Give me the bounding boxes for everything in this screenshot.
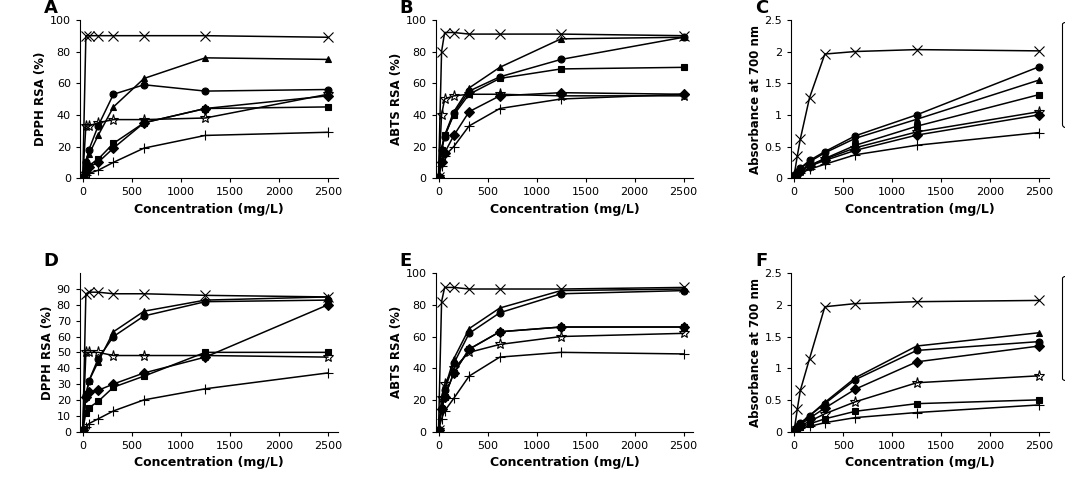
X-axis label: Concentration (mg/L): Concentration (mg/L) xyxy=(134,456,283,469)
X-axis label: Concentration (mg/L): Concentration (mg/L) xyxy=(490,203,639,216)
Y-axis label: DPPH RSA (%): DPPH RSA (%) xyxy=(34,52,47,146)
Y-axis label: ABTS RSA (%): ABTS RSA (%) xyxy=(390,306,403,398)
Y-axis label: ABTS RSA (%): ABTS RSA (%) xyxy=(390,53,403,145)
X-axis label: Concentration (mg/L): Concentration (mg/L) xyxy=(490,456,639,469)
Text: E: E xyxy=(399,252,412,270)
Y-axis label: Absorbance at 700 nm: Absorbance at 700 nm xyxy=(749,24,761,174)
Legend: Vc, IL, ID, IP, IC, ICV, LJ: Vc, IL, ID, IP, IC, ICV, LJ xyxy=(1062,276,1065,380)
X-axis label: Concentration (mg/L): Concentration (mg/L) xyxy=(846,203,995,216)
Y-axis label: DPPH RSA (%): DPPH RSA (%) xyxy=(40,305,54,400)
Text: A: A xyxy=(44,0,58,17)
Legend: Vc, IL, ID, IP, IC, ICV, LJ: Vc, IL, ID, IP, IC, ICV, LJ xyxy=(1062,22,1065,126)
X-axis label: Concentration (mg/L): Concentration (mg/L) xyxy=(134,203,283,216)
X-axis label: Concentration (mg/L): Concentration (mg/L) xyxy=(846,456,995,469)
Y-axis label: Absorbance at 700 nm: Absorbance at 700 nm xyxy=(749,278,761,427)
Text: F: F xyxy=(755,252,768,270)
Text: D: D xyxy=(44,252,59,270)
Text: B: B xyxy=(399,0,413,17)
Text: C: C xyxy=(755,0,769,17)
